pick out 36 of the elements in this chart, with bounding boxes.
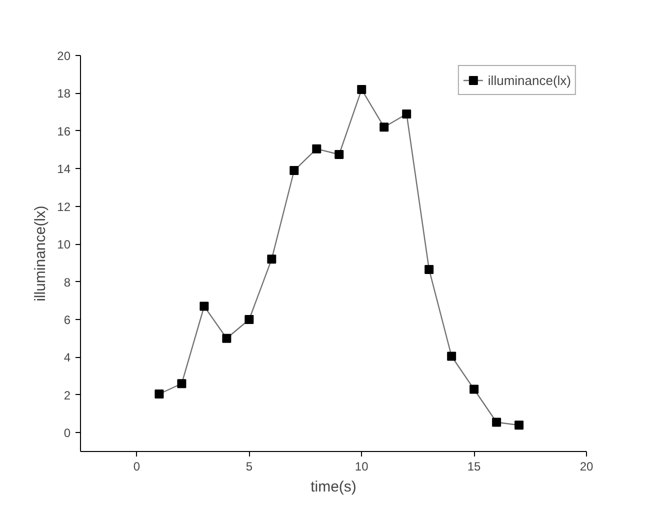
y-tick-label: 0 (64, 426, 71, 440)
y-axis-title: illuminance(lx) (32, 206, 50, 302)
x-tick-label: 5 (246, 460, 253, 474)
y-tick-label: 4 (64, 350, 71, 365)
point (290, 166, 299, 176)
point (312, 144, 322, 154)
point (447, 352, 456, 361)
point (514, 420, 524, 430)
y-tick-label: 16 (57, 124, 71, 138)
y-tick-label: 6 (64, 313, 71, 327)
point (357, 84, 366, 94)
x-axis-title: time(s) (310, 478, 356, 496)
point (334, 150, 344, 159)
point (222, 334, 232, 343)
x-tick-label: 0 (133, 460, 140, 474)
y-tick-label: 8 (64, 275, 71, 290)
point (424, 265, 434, 274)
y-tick-label: 2 (64, 388, 71, 402)
x-tick-label: 20 (580, 460, 594, 474)
point (154, 389, 164, 398)
y-tick-label: 14 (57, 162, 71, 176)
x-tick-label: 10 (354, 460, 369, 474)
point (177, 379, 186, 388)
point (244, 315, 254, 324)
y-tick-label: 10 (57, 238, 71, 252)
point (267, 254, 276, 264)
point (402, 109, 412, 118)
point (470, 384, 479, 394)
point (200, 302, 209, 311)
y-tick-label: 12 (57, 200, 71, 214)
legend-label: illuminance(lx) (488, 72, 571, 88)
point (492, 418, 502, 427)
point (380, 122, 389, 132)
y-tick-label: 18 (57, 86, 71, 101)
x-tick-label: 15 (467, 460, 482, 474)
y-tick-label: 20 (57, 49, 71, 63)
